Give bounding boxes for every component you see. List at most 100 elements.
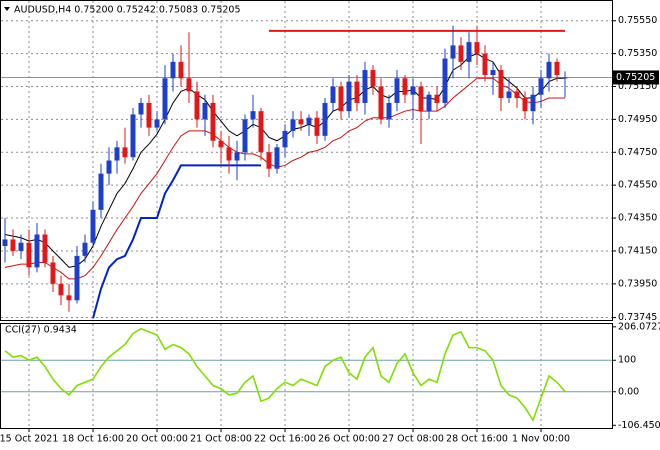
candle-body — [114, 147, 120, 161]
candle-body — [34, 234, 40, 268]
candle-body — [538, 78, 544, 95]
candle-body — [530, 94, 536, 112]
y-tick-label: 0.74350 — [618, 213, 657, 224]
candle-body — [66, 295, 72, 301]
candle-body — [314, 117, 320, 136]
candle-body — [138, 102, 144, 115]
candle-body — [282, 130, 288, 148]
candle-body — [442, 58, 448, 103]
candle-body — [2, 239, 8, 247]
candle-body — [298, 119, 304, 125]
candle-body — [82, 242, 88, 256]
candle-body — [290, 119, 296, 131]
candle-body — [562, 77, 568, 79]
candle-body — [354, 81, 360, 103]
y-tick-label: 0.75550 — [618, 15, 657, 26]
candle-body — [418, 86, 424, 112]
price-panel-frame — [0, 0, 613, 321]
candle-body — [306, 117, 312, 125]
y-tick-label: -106.4505 — [618, 420, 660, 431]
y-tick-label: 0.74750 — [618, 147, 657, 158]
candle-body — [226, 147, 232, 161]
candle-body — [458, 45, 464, 62]
candle-body — [346, 81, 352, 112]
x-tick-label: 20 Oct 00:00 — [126, 434, 188, 445]
y-tick-label: 0.73950 — [618, 278, 657, 289]
dropdown-icon[interactable] — [4, 7, 10, 11]
bid-label-box — [613, 70, 659, 85]
cci-title: CCI(27) 0.9434 — [5, 325, 77, 336]
candle-body — [490, 70, 496, 75]
candle-body — [370, 70, 376, 87]
candle-body — [186, 78, 192, 92]
candle-body — [498, 70, 504, 99]
candle-body — [194, 91, 200, 120]
indicator-line — [92, 164, 261, 319]
candle-body — [130, 114, 136, 158]
y-tick-label: 0.74150 — [618, 245, 657, 256]
candle-body — [450, 45, 456, 59]
candle-body — [10, 239, 16, 251]
candle-body — [330, 86, 336, 103]
candle-body — [274, 147, 280, 169]
candle-body — [122, 147, 128, 158]
y-tick-label: 206.0727 — [618, 321, 660, 332]
candle-body — [242, 119, 248, 153]
cci-panel-frame — [0, 323, 613, 429]
candle-body — [202, 102, 208, 120]
candle-body — [474, 42, 480, 54]
candle-body — [554, 61, 560, 75]
candle-body — [106, 160, 112, 174]
x-tick-label: 1 Nov 00:00 — [512, 434, 570, 445]
candle-body — [234, 152, 240, 161]
candle-body — [42, 234, 48, 263]
candle-body — [58, 283, 64, 296]
indicator-line — [4, 77, 565, 280]
candle-body — [250, 111, 256, 120]
candle-body — [378, 86, 384, 120]
candle-body — [546, 61, 552, 79]
x-tick-label: 21 Oct 08:00 — [190, 434, 252, 445]
y-tick-label: 100 — [618, 355, 636, 366]
candle-body — [18, 242, 24, 251]
candle-body — [386, 102, 392, 120]
x-tick-label: 27 Oct 08:00 — [382, 434, 444, 445]
candle-body — [338, 86, 344, 112]
candle-body — [522, 98, 528, 112]
candle-body — [410, 86, 416, 95]
candle-body — [218, 140, 224, 148]
candle-body — [394, 78, 400, 103]
candle-body — [322, 102, 328, 136]
x-tick-label: 22 Oct 16:00 — [254, 434, 316, 445]
candle-body — [74, 255, 80, 301]
candle-body — [434, 94, 440, 103]
candle-body — [26, 242, 32, 268]
candle-body — [146, 102, 152, 128]
bid-label: 0.75205 — [616, 72, 655, 83]
y-tick-label: 0.74550 — [618, 180, 657, 191]
y-tick-label: 0.74950 — [618, 114, 657, 125]
candle-body — [170, 61, 176, 79]
x-tick-label: 18 Oct 16:00 — [62, 434, 124, 445]
x-tick-label: 15 Oct 2021 — [0, 434, 58, 445]
symbol-title: AUDUSD,H4 0.75200 0.75242 0.75083 0.7520… — [14, 5, 241, 16]
candle-body — [482, 53, 488, 75]
indicator-line — [4, 53, 565, 268]
y-tick-label: 0.73745 — [618, 312, 657, 323]
candle-body — [402, 78, 408, 95]
candle-body — [426, 94, 432, 112]
candle-body — [98, 173, 104, 210]
x-tick-label: 28 Oct 16:00 — [446, 434, 508, 445]
candle-body — [266, 152, 272, 169]
candle-body — [506, 91, 512, 99]
candle-body — [362, 70, 368, 103]
x-tick-label: 26 Oct 00:00 — [318, 434, 380, 445]
candle-body — [210, 102, 216, 141]
candle-body — [154, 119, 160, 128]
candle-body — [162, 78, 168, 120]
candle-body — [178, 61, 184, 79]
candle-body — [50, 262, 56, 284]
y-tick-label: 0.75350 — [618, 48, 657, 59]
